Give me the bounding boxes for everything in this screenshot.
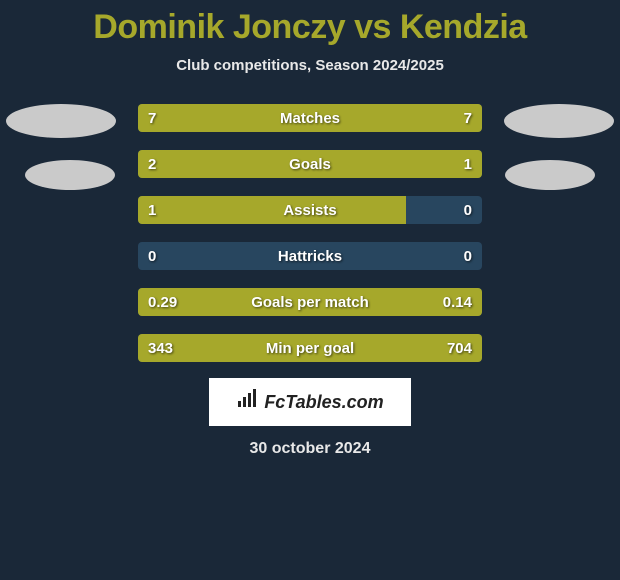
stat-row: 1 Assists 0 — [138, 196, 482, 224]
player2-value: 1 — [464, 156, 472, 173]
player1-value: 7 — [148, 110, 156, 127]
player1-bar — [138, 196, 406, 224]
stat-row: 343 Min per goal 704 — [138, 334, 482, 362]
stat-label: Goals — [289, 156, 331, 173]
player2-value: 7 — [464, 110, 472, 127]
stat-label: Matches — [280, 110, 340, 127]
comparison-title: Dominik Jonczy vs Kendzia — [0, 0, 620, 47]
player1-badge-top — [6, 104, 116, 138]
comparison-subtitle: Club competitions, Season 2024/2025 — [0, 57, 620, 74]
stat-rows: 7 Matches 7 2 Goals 1 1 Assists 0 0 Hattricks 0 0.29… — [138, 104, 482, 362]
stat-label: Min per goal — [266, 340, 354, 357]
player2-badge-bottom — [505, 160, 595, 190]
player2-value: 0 — [464, 248, 472, 265]
logo-text: FcTables.com — [264, 392, 383, 413]
player2-value: 0 — [464, 202, 472, 219]
logo-box: FcTables.com — [209, 378, 411, 426]
stat-row: 7 Matches 7 — [138, 104, 482, 132]
player1-bar — [138, 150, 367, 178]
stat-label: Hattricks — [278, 248, 342, 265]
stat-label: Assists — [283, 202, 336, 219]
player1-value: 2 — [148, 156, 156, 173]
player1-value: 0.29 — [148, 294, 177, 311]
stat-row: 0.29 Goals per match 0.14 — [138, 288, 482, 316]
logo-chart-icon — [236, 389, 258, 415]
player2-badge-top — [504, 104, 614, 138]
stat-label: Goals per match — [251, 294, 369, 311]
player2-value: 0.14 — [443, 294, 472, 311]
player2-value: 704 — [447, 340, 472, 357]
date-line: 30 october 2024 — [0, 440, 620, 458]
player1-value: 1 — [148, 202, 156, 219]
player1-value: 0 — [148, 248, 156, 265]
player1-badge-bottom — [25, 160, 115, 190]
player1-value: 343 — [148, 340, 173, 357]
stat-row: 2 Goals 1 — [138, 150, 482, 178]
chart-area: 7 Matches 7 2 Goals 1 1 Assists 0 0 Hattricks 0 0.29… — [0, 104, 620, 362]
stat-row: 0 Hattricks 0 — [138, 242, 482, 270]
